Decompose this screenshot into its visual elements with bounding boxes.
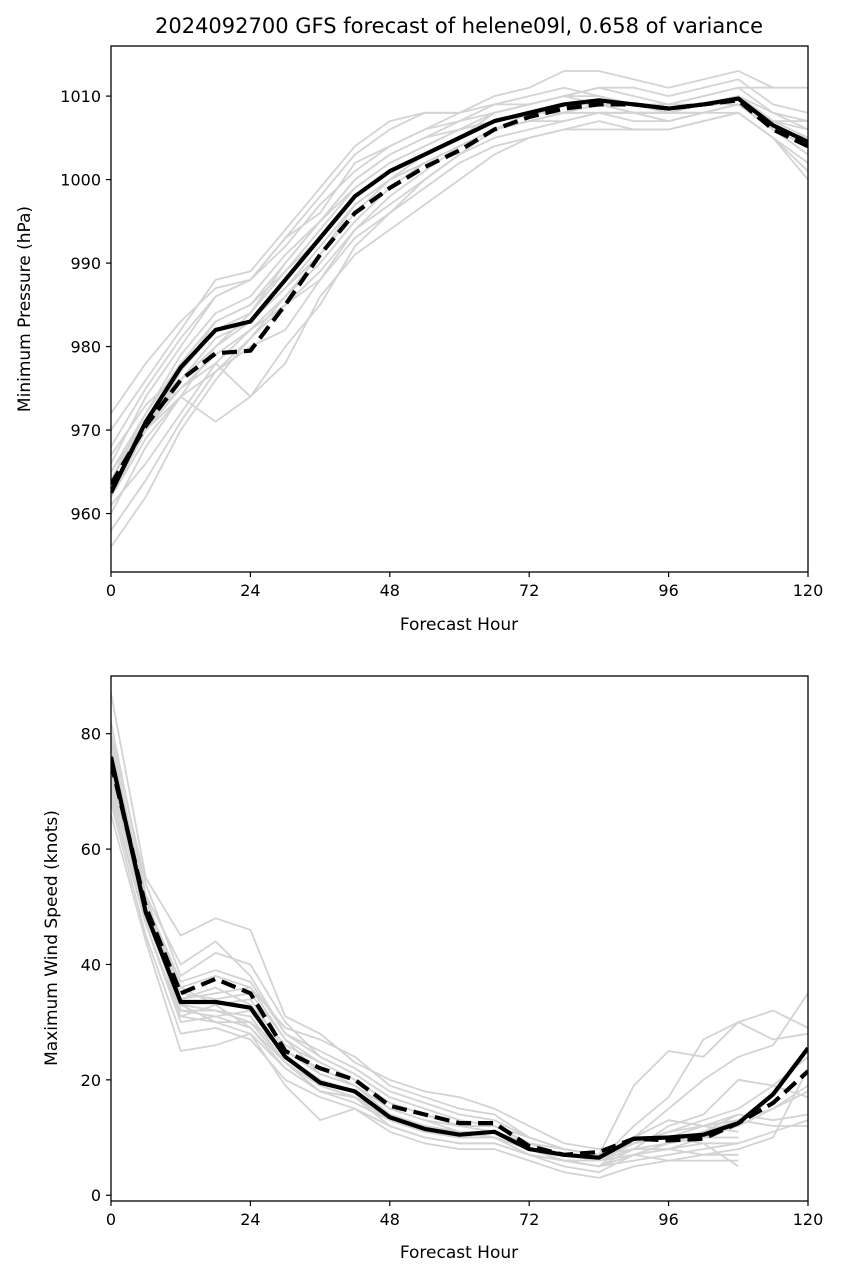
pressure-x-tick-label: 0 <box>106 581 116 600</box>
wind-x-ticks: 0 24 48 72 96 120 <box>106 1201 823 1229</box>
wind-dashed-line <box>111 762 808 1157</box>
pressure-y-tick-label: 1000 <box>60 171 101 190</box>
pressure-x-ticks: 0 24 48 72 96 120 <box>106 572 823 600</box>
pressure-x-tick-label: 120 <box>793 581 824 600</box>
pressure-y-axis-label: Minimum Pressure (hPa) <box>15 206 35 412</box>
wind-chart: 0 24 48 72 96 120 0 20 40 60 80 Forecast Hour Max… <box>42 675 823 1263</box>
pressure-x-tick-label: 24 <box>240 581 260 600</box>
wind-ensemble-line-2 <box>111 722 808 1156</box>
pressure-x-tick-label: 48 <box>380 581 400 600</box>
wind-ensemble-line-1 <box>111 693 808 1150</box>
pressure-solid-line <box>111 96 808 494</box>
wind-plot-area <box>111 693 808 1179</box>
wind-x-tick-label: 48 <box>380 1210 400 1229</box>
wind-ensemble-line-17 <box>111 739 808 1156</box>
pressure-y-tick-label: 960 <box>70 505 101 524</box>
wind-y-tick-label: 20 <box>81 1071 101 1090</box>
pressure-chart: 2024092700 GFS forecast of helene09l, 0.… <box>15 14 823 635</box>
pressure-plot-area <box>111 70 808 548</box>
wind-y-tick-label: 40 <box>81 955 101 974</box>
pressure-y-tick-label: 1010 <box>60 87 101 106</box>
pressure-x-tick-label: 96 <box>658 581 678 600</box>
wind-ensemble-line-9 <box>111 814 808 1179</box>
wind-y-tick-label: 80 <box>81 725 101 744</box>
wind-x-tick-label: 120 <box>793 1210 824 1229</box>
wind-y-axis-label: Maximum Wind Speed (knots) <box>42 810 62 1066</box>
wind-x-tick-label: 0 <box>106 1210 116 1229</box>
wind-x-axis-label: Forecast Hour <box>400 1243 518 1263</box>
pressure-y-tick-label: 980 <box>70 338 101 357</box>
wind-ensemble-line-15 <box>111 756 739 1162</box>
pressure-ensemble-line-6 <box>111 111 460 431</box>
pressure-y-tick-label: 970 <box>70 421 101 440</box>
pressure-x-tick-label: 72 <box>519 581 539 600</box>
wind-y-tick-label: 60 <box>81 840 101 859</box>
wind-y-ticks: 0 20 40 60 80 <box>81 725 111 1205</box>
wind-solid-line <box>111 756 808 1160</box>
pressure-ensemble-line-14 <box>111 111 808 489</box>
wind-x-tick-label: 72 <box>519 1210 539 1229</box>
wind-axes-frame <box>110 675 809 1202</box>
pressure-dashed-line <box>111 98 808 486</box>
wind-y-tick-label: 0 <box>91 1186 101 1205</box>
pressure-x-axis-label: Forecast Hour <box>400 615 518 635</box>
pressure-axes-frame <box>110 45 809 573</box>
pressure-y-ticks: 960 970 980 990 1000 1010 <box>60 87 111 524</box>
wind-x-tick-label: 96 <box>658 1210 678 1229</box>
wind-x-tick-label: 24 <box>240 1210 260 1229</box>
pressure-chart-title: 2024092700 GFS forecast of helene09l, 0.… <box>155 14 763 38</box>
pressure-ensemble-line-18 <box>111 103 808 489</box>
pressure-y-tick-label: 990 <box>70 254 101 273</box>
